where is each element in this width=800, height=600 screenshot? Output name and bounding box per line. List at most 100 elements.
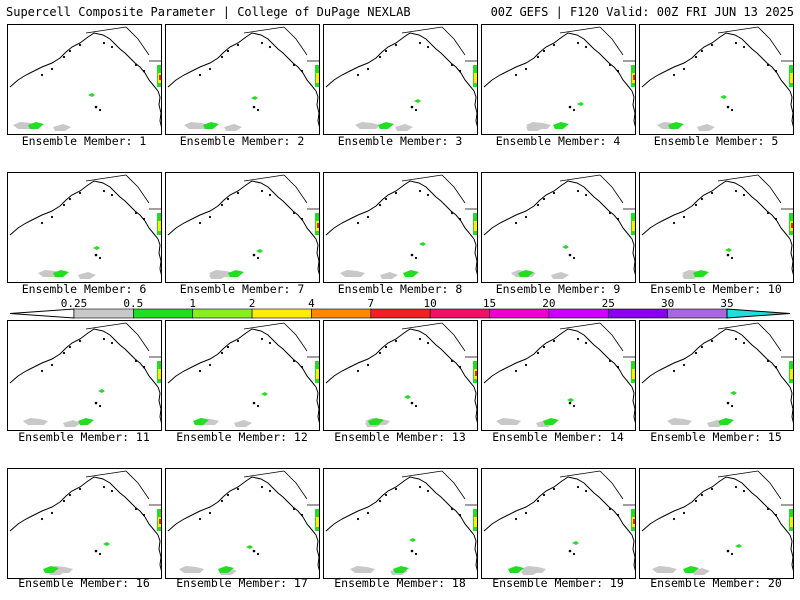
map-canvas: [167, 470, 319, 575]
moderate-value-shading: [53, 270, 69, 277]
moderate-value-shading: [218, 566, 234, 573]
moderate-value-shading: [246, 545, 253, 549]
island: [208, 363, 212, 367]
moderate-value-shading: [228, 270, 244, 277]
hawaii-island: [414, 552, 418, 556]
island: [260, 41, 264, 45]
hawaii-island: [256, 552, 260, 556]
island: [292, 359, 296, 363]
coastline: [631, 238, 635, 276]
colorbar-tick-label: 0.5: [123, 297, 144, 310]
country-border: [243, 470, 319, 506]
country-border: [243, 174, 319, 210]
island: [524, 363, 528, 367]
island: [50, 215, 54, 219]
island: [226, 197, 230, 201]
low-value-shading: [380, 272, 398, 279]
map-canvas: [483, 322, 635, 427]
hawaii-island: [410, 401, 414, 405]
hawaii-island: [568, 549, 572, 553]
island: [536, 499, 540, 503]
colorbar-segment: [192, 308, 253, 319]
island: [426, 45, 430, 49]
low-value-shading: [526, 124, 544, 131]
ensemble-map-panel: [639, 24, 794, 135]
hawaii-island: [730, 552, 734, 556]
ensemble-member-label: Ensemble Member: 1: [21, 134, 147, 148]
moderate-value-shading: [404, 395, 411, 399]
island: [208, 67, 212, 71]
low-value-shading: [551, 272, 569, 279]
country-border: [85, 322, 161, 358]
island: [142, 69, 146, 73]
island: [268, 489, 272, 493]
colorbar-segment: [667, 308, 728, 319]
map-title: Supercell Composite Parameter | College …: [6, 5, 411, 19]
colorbar-tick-label: 30: [661, 297, 675, 310]
island: [542, 493, 546, 497]
island: [710, 487, 714, 491]
island: [710, 43, 714, 47]
hawaii-island: [410, 253, 414, 257]
island: [40, 73, 44, 77]
hawaii-island: [414, 404, 418, 408]
island: [514, 73, 518, 77]
coastline: [473, 386, 477, 424]
ensemble-map-panel: [165, 320, 320, 431]
coastline: [315, 386, 319, 424]
island: [426, 489, 430, 493]
island: [134, 507, 138, 511]
low-value-shading: [53, 124, 71, 131]
coastline: [325, 476, 475, 536]
island: [734, 485, 738, 489]
coastal-peak-shading: [317, 223, 319, 228]
moderate-value-shading: [193, 418, 209, 425]
island: [366, 215, 370, 219]
island: [62, 351, 66, 355]
hawaii-island: [572, 108, 576, 112]
country-border: [243, 26, 319, 62]
hawaii-island: [568, 105, 572, 109]
island: [68, 345, 72, 349]
coastal-peak-shading: [633, 75, 635, 80]
country-border: [559, 26, 635, 62]
island: [542, 345, 546, 349]
island: [608, 211, 612, 215]
country-border: [717, 26, 793, 62]
moderate-value-shading: [735, 544, 742, 548]
coastline: [631, 534, 635, 572]
island: [40, 221, 44, 225]
hawaii-island: [726, 401, 730, 405]
coastline: [325, 180, 475, 240]
moderate-value-shading: [693, 270, 709, 277]
island: [700, 345, 704, 349]
moderate-value-shading: [730, 391, 737, 395]
island: [102, 41, 106, 45]
island: [774, 513, 778, 517]
moderate-value-shading: [543, 418, 559, 425]
ensemble-member-label: Ensemble Member: 14: [492, 430, 624, 444]
hawaii-island: [568, 253, 572, 257]
moderate-value-shading: [393, 566, 409, 573]
island: [378, 351, 382, 355]
island: [524, 67, 528, 71]
coastal-peak-shading: [159, 519, 161, 524]
moderate-value-shading: [103, 542, 110, 546]
colorbar-tick-label: 1: [189, 297, 197, 310]
ensemble-member-label: Ensemble Member: 17: [176, 576, 308, 590]
island: [236, 43, 240, 47]
ensemble-map-panel: [481, 172, 636, 283]
coastal-high-shading: [316, 73, 319, 83]
island: [584, 489, 588, 493]
island: [78, 191, 82, 195]
island: [584, 341, 588, 345]
island: [672, 73, 676, 77]
island: [742, 489, 746, 493]
island: [552, 191, 556, 195]
coastal-high-shading: [474, 517, 477, 527]
island: [694, 351, 698, 355]
island: [584, 193, 588, 197]
colorbar-segment: [311, 308, 372, 319]
island: [774, 365, 778, 369]
island: [384, 197, 388, 201]
